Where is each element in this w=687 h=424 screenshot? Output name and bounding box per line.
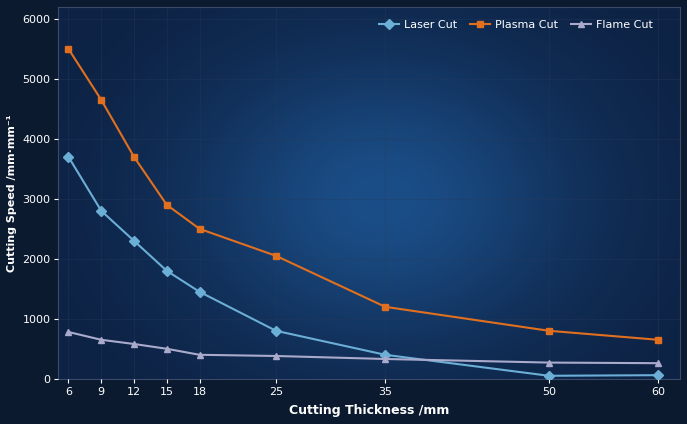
Line: Flame Cut: Flame Cut	[65, 329, 662, 367]
Laser Cut	[654, 373, 662, 378]
Line: Plasma Cut: Plasma Cut	[65, 45, 662, 343]
Laser Cut	[130, 238, 138, 243]
Plasma Cut	[654, 337, 662, 342]
Flame Cut	[195, 352, 203, 357]
Flame Cut	[545, 360, 553, 365]
Laser Cut	[65, 154, 73, 159]
Legend: Laser Cut, Plasma Cut, Flame Cut: Laser Cut, Plasma Cut, Flame Cut	[376, 16, 656, 33]
Line: Laser Cut: Laser Cut	[65, 153, 662, 379]
Flame Cut	[97, 337, 105, 342]
Laser Cut	[163, 268, 171, 273]
Flame Cut	[163, 346, 171, 351]
Plasma Cut	[65, 46, 73, 51]
Flame Cut	[381, 357, 390, 362]
Laser Cut	[97, 208, 105, 213]
X-axis label: Cutting Thickness /mm: Cutting Thickness /mm	[289, 404, 449, 417]
Flame Cut	[654, 361, 662, 366]
Plasma Cut	[163, 202, 171, 207]
Plasma Cut	[545, 328, 553, 333]
Plasma Cut	[272, 253, 280, 258]
Laser Cut	[195, 289, 203, 294]
Laser Cut	[545, 373, 553, 378]
Plasma Cut	[381, 304, 390, 310]
Flame Cut	[272, 354, 280, 359]
Flame Cut	[130, 341, 138, 346]
Laser Cut	[381, 352, 390, 357]
Plasma Cut	[130, 154, 138, 159]
Plasma Cut	[97, 98, 105, 103]
Laser Cut	[272, 328, 280, 333]
Flame Cut	[65, 329, 73, 335]
Plasma Cut	[195, 226, 203, 232]
Y-axis label: Cutting Speed /mm·mm⁻¹: Cutting Speed /mm·mm⁻¹	[7, 114, 17, 272]
